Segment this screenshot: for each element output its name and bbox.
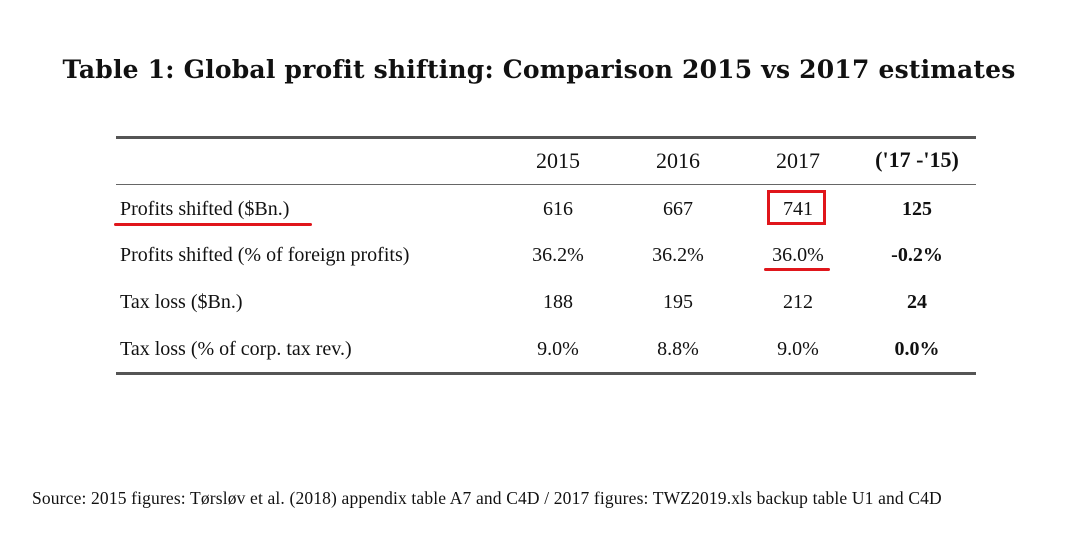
column-header-2017: 2017 xyxy=(776,148,820,173)
page-title: Table 1: Global profit shifting: Compari… xyxy=(62,55,1016,84)
table-cell: 9.0% xyxy=(537,338,579,360)
table-cell-highlighted: 741 xyxy=(783,198,813,220)
table-cell-difference: 0.0% xyxy=(894,338,940,360)
red-underline-annotation xyxy=(114,223,312,226)
table-cell: 212 xyxy=(783,291,813,313)
red-box-annotation xyxy=(767,190,826,225)
column-header-difference: ('17 -'15) xyxy=(875,147,959,172)
table-cell-difference: 24 xyxy=(907,291,927,313)
table-cell: 36.2% xyxy=(532,244,584,266)
table-bottom-rule xyxy=(116,372,976,375)
row-label-profits-shifted-bn: Profits shifted ($Bn.) xyxy=(120,198,290,220)
red-underline-annotation xyxy=(764,268,830,271)
column-header-2015: 2015 xyxy=(536,148,580,173)
column-header-2016: 2016 xyxy=(656,148,700,173)
table-cell: 36.2% xyxy=(652,244,704,266)
table-cell: 616 xyxy=(543,198,573,220)
table-cell-difference: 125 xyxy=(902,198,932,220)
table-cell: 9.0% xyxy=(777,338,819,360)
row-label-tax-loss-pct: Tax loss (% of corp. tax rev.) xyxy=(120,338,352,360)
row-label-tax-loss-bn: Tax loss ($Bn.) xyxy=(120,291,243,313)
table-cell-difference: -0.2% xyxy=(891,244,943,266)
source-note: Source: 2015 figures: Tørsløv et al. (20… xyxy=(32,488,942,508)
table-top-rule xyxy=(116,136,976,139)
table-header-rule xyxy=(116,184,976,185)
table-cell: 667 xyxy=(663,198,693,220)
table-cell: 188 xyxy=(543,291,573,313)
table-cell: 8.8% xyxy=(657,338,699,360)
row-label-profits-shifted-pct: Profits shifted (% of foreign profits) xyxy=(120,244,410,266)
table-cell-underlined: 36.0% xyxy=(772,244,824,266)
table-cell: 195 xyxy=(663,291,693,313)
